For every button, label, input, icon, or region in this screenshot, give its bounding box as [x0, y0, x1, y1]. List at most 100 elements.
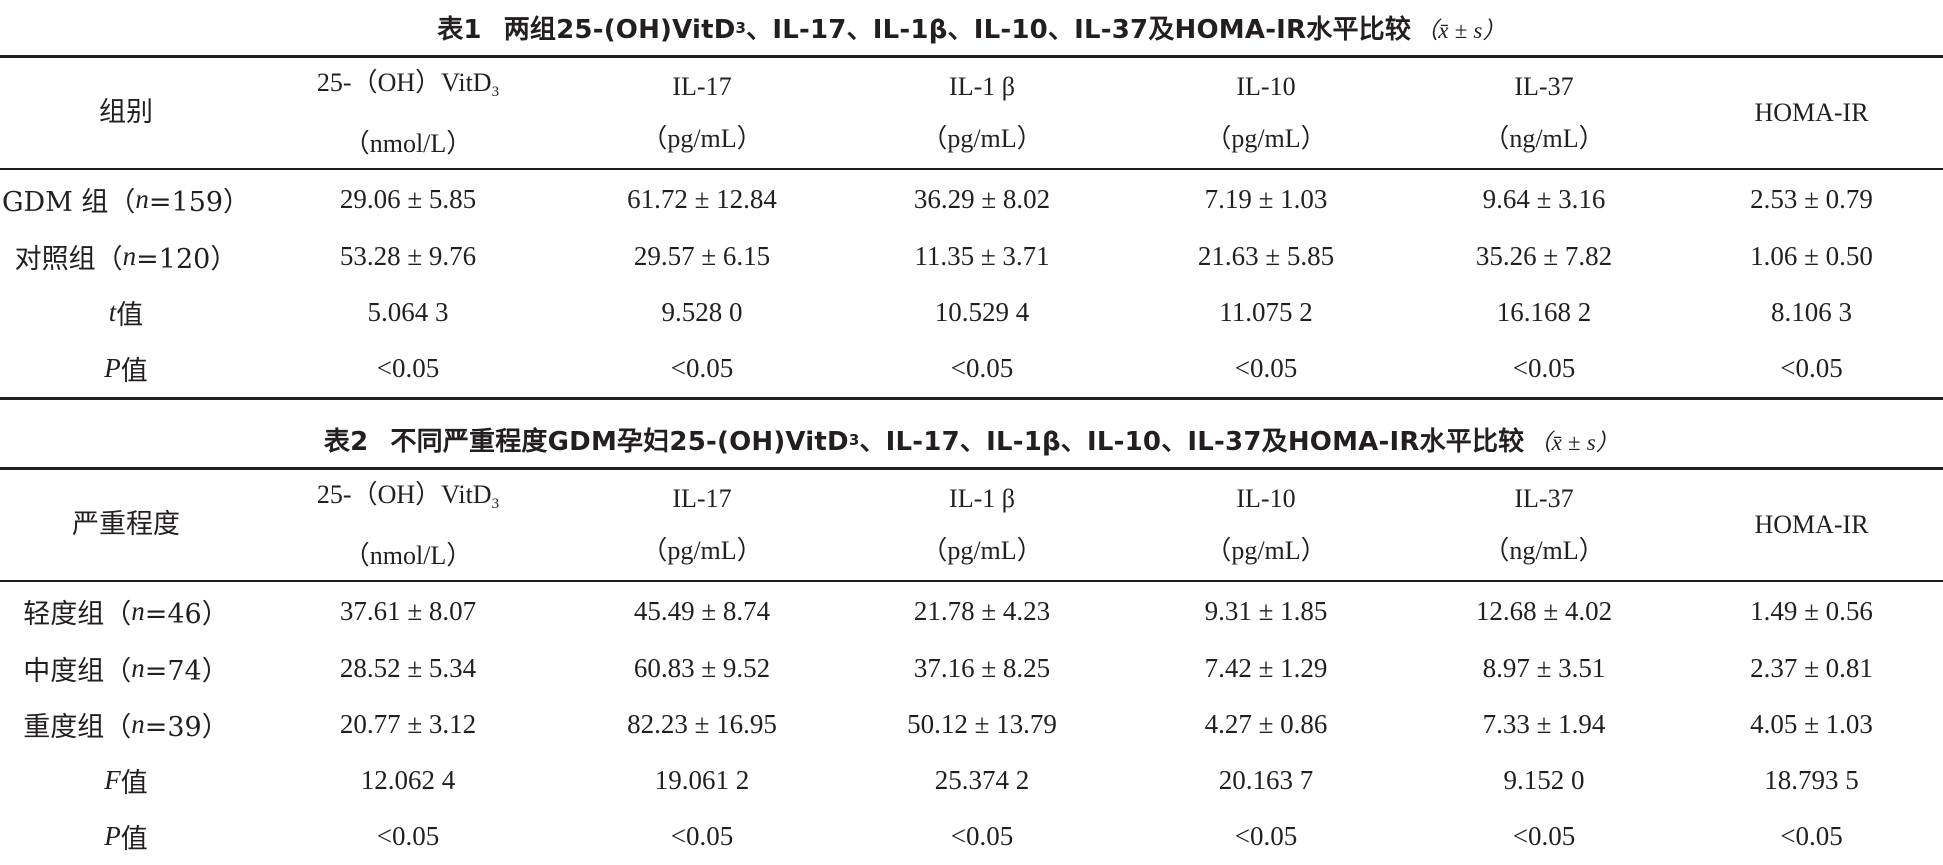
table-row: P 值 <0.05 <0.05 <0.05 <0.05 <0.05 <0.05 [0, 809, 1943, 865]
table-2-header-il17: IL-17 （pg/mL） [641, 484, 763, 565]
table-1-header-row: 组别 25-（OH）VitD3 （nmol/L） IL-17 （pg/mL） I… [0, 58, 1943, 168]
row-label: GDM 组（ n =159） [1, 184, 251, 219]
table-row: t 值 5.064 3 9.528 0 10.529 4 11.075 2 16… [0, 284, 1943, 340]
table-cell: 9.64 ± 3.16 [1482, 184, 1606, 215]
table-cell: <0.05 [950, 353, 1014, 384]
table-1-header-il37: IL-37 （ng/mL） [1483, 72, 1605, 153]
table-1-header-il1b: IL-1 β （pg/mL） [921, 72, 1043, 153]
table-cell: 50.12 ± 13.79 [907, 708, 1057, 739]
table-cell: 12.68 ± 4.02 [1475, 596, 1613, 627]
table-cell: 5.064 3 [367, 296, 449, 327]
table-cell: 82.23 ± 16.95 [627, 708, 777, 739]
table-cell: 61.72 ± 12.84 [627, 184, 777, 215]
table-cell: 45.49 ± 8.74 [633, 596, 771, 627]
table-row: 对照组（ n =120） 53.28 ± 9.76 29.57 ± 6.15 11.… [0, 228, 1943, 284]
table-2-header-row: 严重程度 25-（OH）VitD3 （nmol/L） IL-17 （pg/mL）… [0, 470, 1943, 580]
row-label: P 值 [104, 353, 148, 388]
row-label: P 值 [104, 821, 148, 856]
table-cell: <0.05 [1512, 821, 1576, 852]
table-2-header-rule [0, 580, 1943, 582]
table-cell: <0.05 [376, 821, 440, 852]
table-cell: 7.42 ± 1.29 [1204, 652, 1328, 683]
table-2: 表2 不同严重程度GDM孕妇25-(OH)VitD 3 、IL-17、IL-1β、I… [0, 412, 1943, 865]
table-cell: 8.106 3 [1771, 296, 1852, 327]
table-2-stat-notation: （x̄ ± s） [1528, 429, 1620, 455]
table-2-header-il10: IL-10 （pg/mL） [1205, 484, 1327, 565]
table-row: F 值 12.062 4 19.061 2 25.374 2 20.163 7 … [0, 752, 1943, 808]
table-cell: <0.05 [376, 353, 440, 384]
table-1-header-group: 组别 [99, 97, 153, 128]
table-cell: 20.77 ± 3.12 [339, 708, 477, 739]
table-row: 中度组（ n =74） 28.52 ± 5.34 60.83 ± 9.52 37.1… [0, 640, 1943, 696]
row-label: t 值 [108, 296, 144, 331]
table-1-header-il10: IL-10 （pg/mL） [1205, 72, 1327, 153]
table-1-stat-notation: （x̄ ± s） [1415, 17, 1506, 43]
table-1-header-il17: IL-17 （pg/mL） [641, 72, 763, 153]
table-cell: 29.06 ± 5.85 [339, 184, 477, 215]
table-cell: <0.05 [670, 821, 734, 852]
row-label: 中度组（ n =74） [23, 652, 229, 687]
table-cell: 7.19 ± 1.03 [1204, 184, 1328, 215]
table-cell: 10.529 4 [934, 296, 1030, 327]
table-cell: 35.26 ± 7.82 [1475, 240, 1613, 271]
table-2-title-end: 、IL-17、IL-1β、IL-10、IL-37及HOMA-IR水平比较 [859, 427, 1525, 457]
table-1-body: GDM 组（ n =159） 29.06 ± 5.85 61.72 ± 12.84 … [0, 170, 1943, 397]
table-cell: 21.63 ± 5.85 [1197, 240, 1335, 271]
table-1-bottom-rule [0, 396, 1943, 400]
table-1-title-end: 、IL-17、IL-1β、IL-10、IL-37及HOMA-IR水平比较 [746, 15, 1412, 45]
table-cell: 18.793 5 [1764, 765, 1859, 796]
row-label: 重度组（ n =39） [23, 708, 229, 743]
table-1-top-rule [0, 55, 1943, 58]
table-1-header-rule [0, 168, 1943, 170]
table-1-title-start: 两组25-(OH)VitD [503, 15, 736, 45]
table-2-header-il1b: IL-1 β （pg/mL） [921, 484, 1043, 565]
table-cell: 9.152 0 [1503, 765, 1585, 796]
table-2-top-rule [0, 467, 1943, 470]
row-label: 对照组（ n =120） [14, 240, 238, 275]
table-1: 表1 两组25-(OH)VitD 3 、IL-17、IL-1β、IL-10、IL-3… [0, 0, 1943, 400]
table-cell: 7.33 ± 1.94 [1482, 708, 1606, 739]
table-1-header-homa-ir: HOMA-IR [1754, 98, 1869, 127]
table-cell: 60.83 ± 9.52 [633, 652, 771, 683]
table-2-header-il37: IL-37 （ng/mL） [1483, 484, 1605, 565]
table-cell: 19.061 2 [654, 765, 750, 796]
row-label: 轻度组（ n =46） [23, 596, 229, 631]
table-cell: <0.05 [1512, 353, 1576, 384]
table-row: 重度组（ n =39） 20.77 ± 3.12 82.23 ± 16.95 50.… [0, 696, 1943, 752]
table-cell: <0.05 [1234, 353, 1298, 384]
table-row: P 值 <0.05 <0.05 <0.05 <0.05 <0.05 <0.05 [0, 340, 1943, 396]
table-cell: 28.52 ± 5.34 [339, 652, 477, 683]
table-cell: 20.163 7 [1218, 765, 1314, 796]
table-cell: 9.528 0 [661, 296, 743, 327]
table-cell: 11.075 2 [1219, 296, 1313, 327]
table-2-header-vitd: 25-（OH）VitD3 （nmol/L） [316, 479, 500, 570]
table-2-title-start: 不同严重程度GDM孕妇25-(OH)VitD [390, 427, 849, 457]
table-cell: 8.97 ± 3.51 [1482, 652, 1606, 683]
table-cell: 16.168 2 [1496, 296, 1592, 327]
table-cell: <0.05 [950, 821, 1014, 852]
table-cell: <0.05 [1780, 821, 1843, 852]
table-cell: 53.28 ± 9.76 [339, 240, 477, 271]
table-1-title-subscript: 3 [735, 18, 747, 37]
table-1-number: 表1 [437, 15, 482, 45]
table-2-title-subscript: 3 [848, 430, 860, 449]
table-1-caption: 表1 两组25-(OH)VitD 3 、IL-17、IL-1β、IL-10、IL-3… [0, 0, 1943, 55]
table-cell: 12.062 4 [360, 765, 456, 796]
table-cell: 1.06 ± 0.50 [1750, 240, 1873, 271]
table-cell: 1.49 ± 0.56 [1750, 596, 1873, 627]
table-cell: 29.57 ± 6.15 [633, 240, 771, 271]
table-cell: <0.05 [1234, 821, 1298, 852]
table-2-body: 轻度组（ n =46） 37.61 ± 8.07 45.49 ± 8.74 21.7… [0, 582, 1943, 865]
table-cell: <0.05 [670, 353, 734, 384]
table-cell: 11.35 ± 3.71 [914, 240, 1050, 271]
table-row: GDM 组（ n =159） 29.06 ± 5.85 61.72 ± 12.84 … [0, 172, 1943, 228]
table-cell: 9.31 ± 1.85 [1204, 596, 1328, 627]
table-row: 轻度组（ n =46） 37.61 ± 8.07 45.49 ± 8.74 21.7… [0, 584, 1943, 640]
table-cell: 25.374 2 [934, 765, 1030, 796]
table-cell: 2.53 ± 0.79 [1750, 184, 1873, 215]
table-cell: 4.05 ± 1.03 [1750, 708, 1873, 739]
table-cell: 37.61 ± 8.07 [339, 596, 477, 627]
table-2-caption: 表2 不同严重程度GDM孕妇25-(OH)VitD 3 、IL-17、IL-1β、I… [0, 412, 1943, 467]
table-cell: 21.78 ± 4.23 [913, 596, 1051, 627]
table-1-header-vitd: 25-（OH）VitD3 （nmol/L） [316, 67, 500, 158]
